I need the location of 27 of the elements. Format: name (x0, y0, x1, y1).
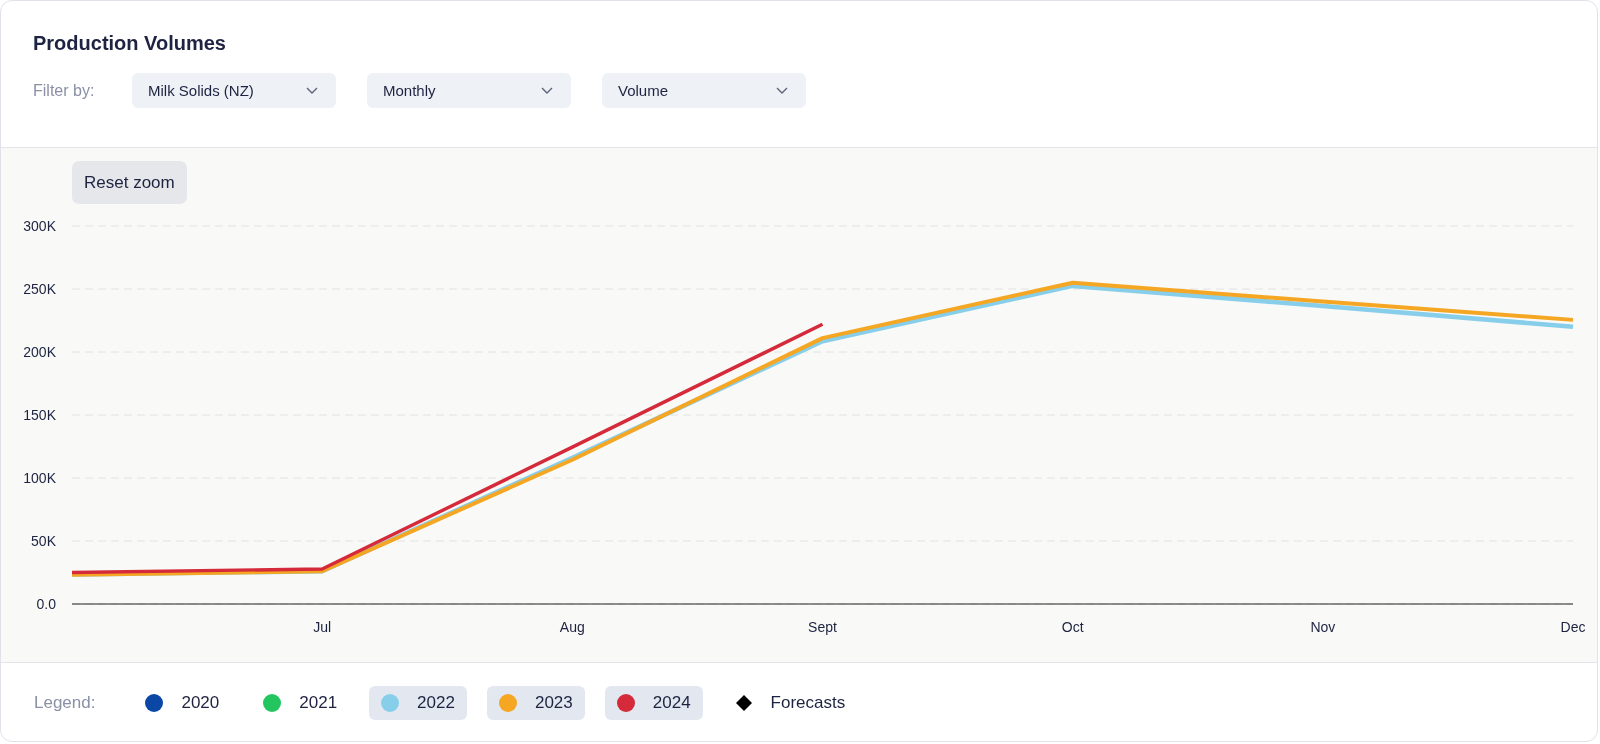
y-tick-label: 50K (31, 532, 57, 549)
text: Filter by: (33, 81, 96, 100)
x-tick-label: Dec (1560, 618, 1586, 635)
x-tick-label: Aug (559, 618, 585, 635)
legend-title: Legend: (34, 693, 96, 713)
y-tick-label: 200K (23, 343, 57, 360)
dropdown-field: Milk Solids (NZ) (132, 73, 336, 108)
y-tick-label: 250K (23, 280, 57, 297)
x-tick-label: Sept (808, 618, 837, 635)
dropdown-field: Volume (602, 73, 806, 108)
y-tick-label: 150K (23, 406, 57, 423)
legend-label: 2023 (534, 693, 573, 713)
y-tick-label: 100K (23, 469, 57, 486)
legend-label: 2021 (299, 693, 338, 713)
legend-label: Forecasts (770, 693, 846, 713)
x-tick-label: Nov (1310, 618, 1336, 635)
legend-label: 2020 (181, 693, 220, 713)
chart-title: Production Volumes (32, 31, 227, 55)
y-tick-label: 300K (23, 217, 57, 234)
legend-label: 2022 (417, 693, 455, 713)
x-tick-label: Jul (313, 618, 332, 635)
line-series (70, 322, 825, 575)
reset-zoom-button: Reset zoom (72, 161, 187, 204)
x-tick-label: Oct (1061, 618, 1084, 635)
y-tick-label: 0.0 (36, 595, 57, 612)
dropdown-field: Monthly (367, 73, 571, 108)
legend-label: 2024 (652, 693, 691, 713)
